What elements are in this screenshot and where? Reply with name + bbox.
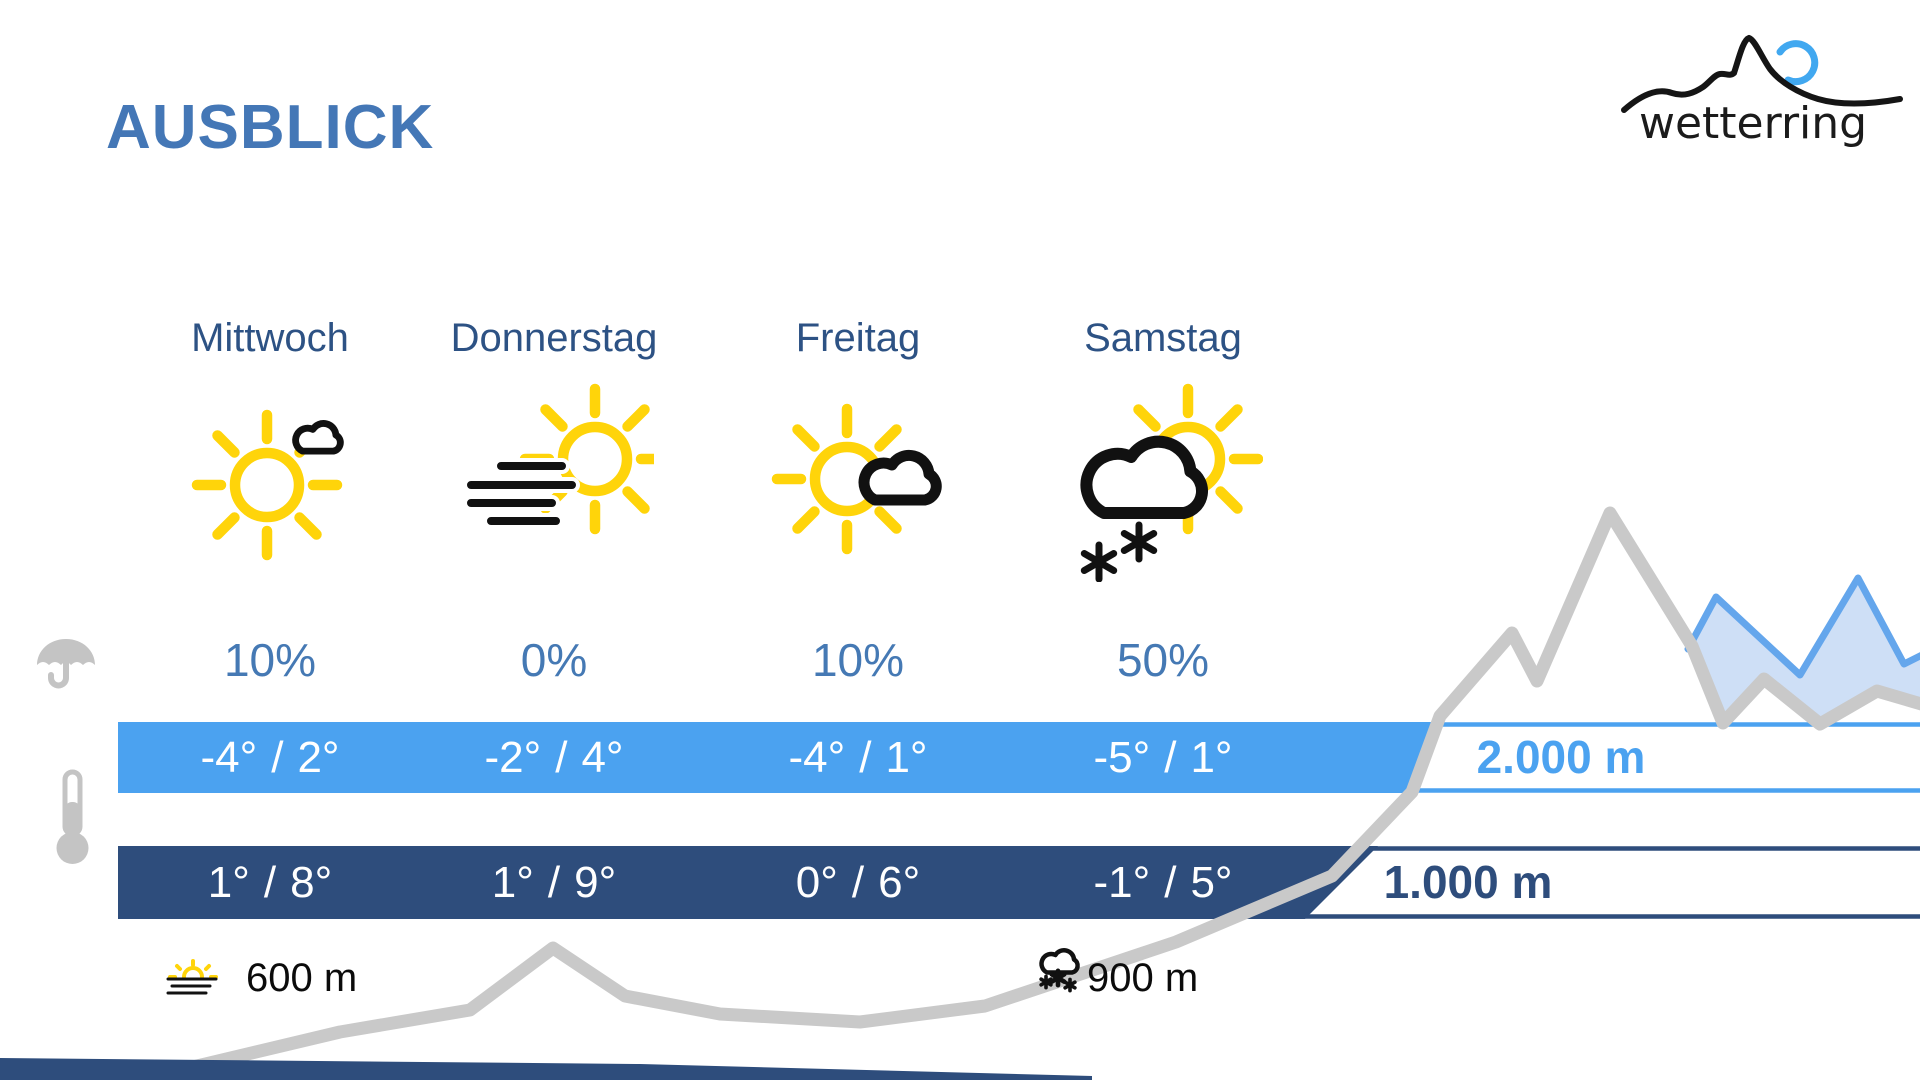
temp-range-1000m: 1° / 8° <box>120 846 420 919</box>
day-name: Freitag <box>795 316 921 360</box>
weather-icon-slot <box>170 382 370 582</box>
altitude-label-2000m: 2.000 m <box>1476 731 1646 783</box>
temp-max: 4° <box>581 733 624 782</box>
snow-cloud-with-sun-icon <box>1063 382 1263 580</box>
snowy-range-outline <box>1684 574 1920 679</box>
mountain-sun-logo-icon <box>1621 34 1903 113</box>
thermometer-icon <box>56 769 89 864</box>
temp-separator: / <box>851 858 865 907</box>
logo-text: wetterring <box>1639 98 1868 149</box>
temp-range-1000m: 0° / 6° <box>708 846 1008 919</box>
temp-min: -4° <box>200 733 258 782</box>
temp-range-2000m: -5° / 1° <box>1013 722 1313 793</box>
temp-max: 6° <box>878 858 921 907</box>
temp-range-2000m: -4° / 1° <box>708 722 1008 793</box>
umbrella-icon <box>37 639 95 689</box>
temp-min: 1° <box>491 858 534 907</box>
temp-separator: / <box>1164 858 1177 907</box>
temp-max: 1° <box>1190 733 1233 782</box>
day-name: Samstag <box>1084 316 1242 360</box>
temp-separator: / <box>555 733 568 782</box>
snowy-range-fill <box>1688 578 1920 724</box>
temp-max: 5° <box>1190 858 1233 907</box>
temp-separator: / <box>859 733 872 782</box>
precipitation-value: 50% <box>1116 634 1210 686</box>
temp-min: -2° <box>484 733 542 782</box>
temp-range-1000m: -1° / 5° <box>1013 846 1313 919</box>
fog-with-sun-icon <box>463 382 654 582</box>
temp-range-1000m: 1° / 9° <box>404 846 704 919</box>
temp-separator: / <box>271 733 284 782</box>
weather-icon-slot <box>1063 382 1263 582</box>
temp-min: 1° <box>207 858 250 907</box>
temp-min: -1° <box>1093 858 1151 907</box>
day-column: Donnerstag 0% -2° / 4° 1° / 9° <box>404 0 704 1080</box>
wetterring-logo: wetterring <box>1615 12 1920 152</box>
temp-separator: / <box>1164 733 1177 782</box>
page-title: AUSBLICK <box>106 93 435 162</box>
temp-max: 9° <box>574 858 617 907</box>
temp-range-2000m: -2° / 4° <box>404 722 704 793</box>
precipitation-value: 10% <box>223 634 317 686</box>
temp-min: -4° <box>788 733 846 782</box>
temp-separator: / <box>547 858 561 907</box>
temp-range-2000m: -4° / 2° <box>120 722 420 793</box>
weather-icon-slot <box>454 382 654 582</box>
day-column: Samstag 50% -5° / 1° -1° / 5° <box>1013 0 1313 1080</box>
sun-with-small-cloud-icon <box>170 382 370 582</box>
temp-max: 8° <box>290 858 333 907</box>
temp-separator: / <box>263 858 277 907</box>
temp-max: 2° <box>297 733 340 782</box>
temp-min: 0° <box>795 858 838 907</box>
temp-max: 1° <box>885 733 928 782</box>
precipitation-value: 0% <box>520 634 588 686</box>
temp-min: -5° <box>1093 733 1151 782</box>
day-name: Donnerstag <box>450 316 658 360</box>
day-column: Freitag 10% -4° / 1° 0° / 6° <box>708 0 1008 1080</box>
day-name: Mittwoch <box>191 316 349 360</box>
altitude-label-1000m: 1.000 m <box>1383 856 1553 908</box>
precipitation-value: 10% <box>811 634 905 686</box>
sun-with-cloud-icon <box>758 382 958 582</box>
weather-icon-slot <box>758 382 958 582</box>
